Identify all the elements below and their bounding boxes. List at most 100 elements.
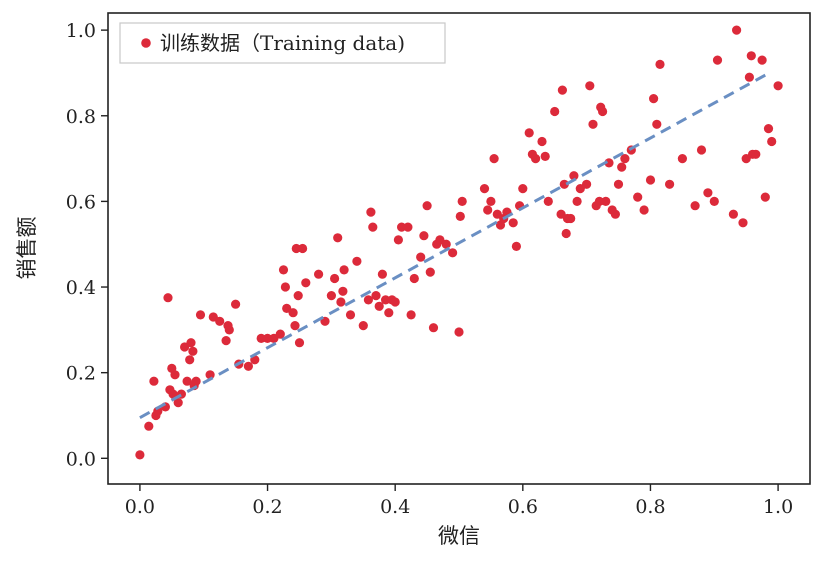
data-point-84: [483, 205, 493, 215]
data-point-140: [732, 25, 742, 35]
data-point-97: [531, 154, 541, 164]
data-point-100: [543, 196, 553, 206]
data-point-133: [677, 154, 688, 164]
data-point-54: [352, 256, 362, 266]
data-point-63: [384, 308, 394, 318]
y-axis: 0.0 0.2 0.4 0.6 0.8 1.0: [66, 20, 108, 470]
data-point-112: [585, 81, 595, 91]
data-point-79: [448, 248, 458, 258]
data-point-86: [489, 154, 499, 164]
data-point-136: [703, 188, 713, 198]
data-point-129: [649, 94, 659, 104]
x-tick-label-3: 0.6: [508, 496, 538, 518]
data-point-21: [205, 370, 215, 380]
data-point-149: [763, 124, 774, 134]
data-point-151: [773, 81, 783, 91]
data-point-38: [288, 308, 298, 318]
data-point-109: [572, 196, 582, 206]
y-tick-label-3: 0.6: [66, 191, 96, 213]
y-tick-label-4: 0.8: [66, 106, 96, 128]
data-point-36: [280, 282, 290, 292]
data-point-104: [559, 179, 569, 189]
data-point-127: [639, 205, 649, 215]
data-point-6: [163, 293, 173, 303]
data-point-124: [620, 154, 630, 164]
data-point-132: [665, 179, 675, 189]
data-point-17: [188, 346, 198, 356]
data-point-68: [403, 222, 413, 232]
data-point-137: [709, 196, 719, 206]
data-point-126: [633, 192, 643, 202]
data-point-99: [540, 151, 550, 161]
data-point-130: [652, 119, 662, 129]
data-point-60: [374, 301, 384, 311]
data-point-59: [371, 291, 381, 301]
data-point-118: [601, 196, 611, 206]
data-point-103: [557, 85, 568, 95]
data-point-94: [518, 184, 528, 194]
data-point-39: [290, 321, 300, 331]
legend: 训练数据（Training data): [119, 22, 446, 64]
data-point-80: [454, 327, 464, 337]
data-point-70: [409, 273, 419, 284]
data-point-113: [588, 119, 598, 129]
data-point-2: [149, 376, 159, 386]
data-point-45: [314, 269, 324, 279]
data-point-72: [419, 231, 429, 241]
data-point-20: [195, 310, 206, 320]
data-point-95: [524, 128, 534, 138]
data-point-135: [696, 145, 707, 155]
data-point-128: [645, 175, 656, 185]
data-point-75: [428, 323, 439, 333]
data-point-81: [455, 211, 465, 221]
data-point-35: [278, 265, 289, 275]
data-point-65: [390, 297, 400, 307]
data-point-15: [185, 355, 195, 365]
data-point-49: [333, 233, 343, 243]
data-point-27: [231, 299, 241, 309]
x-tick-label-5: 1.0: [763, 496, 793, 518]
data-point-24: [221, 336, 231, 346]
data-point-34: [275, 329, 285, 339]
x-tick-label-0: 0.0: [125, 496, 155, 518]
data-point-122: [613, 179, 624, 189]
x-tick-label-4: 0.8: [635, 496, 665, 518]
data-point-4: [153, 406, 163, 416]
data-point-123: [617, 162, 627, 172]
data-point-111: [582, 179, 592, 189]
data-point-29: [243, 361, 253, 371]
data-point-10: [170, 370, 180, 380]
data-point-50: [336, 297, 346, 307]
y-tick-label-1: 0.2: [66, 363, 96, 385]
legend-box: [119, 22, 446, 64]
legend-marker: [141, 38, 151, 48]
data-point-56: [363, 295, 373, 305]
data-point-83: [479, 184, 490, 194]
data-point-82: [457, 196, 467, 206]
data-point-51: [338, 286, 348, 296]
data-point-141: [738, 218, 748, 228]
chart-marks: [135, 25, 783, 460]
data-point-66: [393, 235, 403, 245]
data-point-139: [728, 209, 739, 219]
y-tick-label-5: 1.0: [66, 20, 96, 42]
data-point-91: [508, 218, 518, 228]
data-point-1: [144, 421, 154, 431]
x-axis: 0.0 0.2 0.4 0.6 0.8 1.0: [125, 484, 793, 518]
data-point-53: [345, 310, 356, 320]
data-point-105: [561, 228, 571, 239]
data-point-14: [182, 376, 192, 386]
data-point-41: [293, 291, 303, 301]
data-point-101: [550, 106, 560, 117]
plot-frame: [107, 12, 811, 485]
y-tick-label-2: 0.4: [66, 277, 96, 299]
x-axis-title: 微信: [438, 524, 480, 548]
data-point-58: [368, 222, 378, 232]
data-point-78: [441, 239, 451, 249]
data-point-108: [569, 171, 579, 181]
data-point-107: [566, 213, 576, 224]
data-point-42: [294, 338, 305, 348]
data-point-57: [366, 207, 376, 217]
data-point-147: [757, 55, 767, 65]
